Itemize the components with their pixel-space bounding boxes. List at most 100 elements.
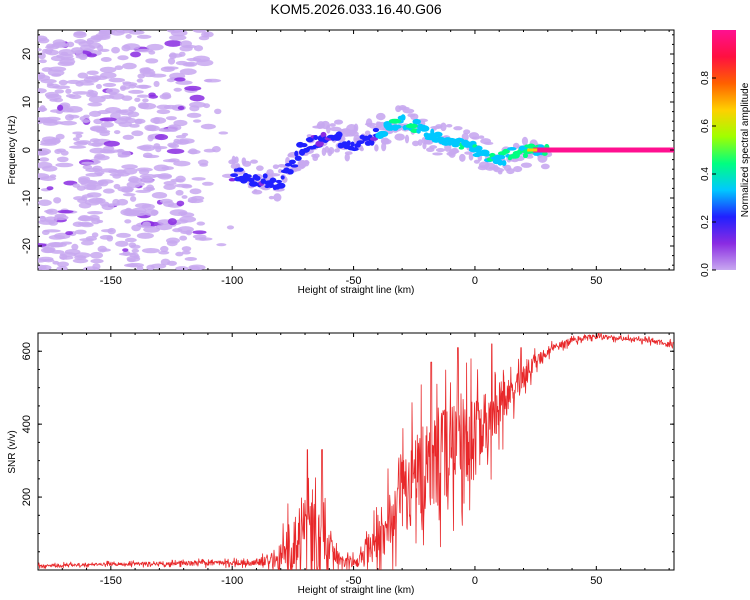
- noise-cell: [87, 211, 104, 215]
- noise-cell: [167, 57, 176, 65]
- noise-cell: [45, 208, 58, 215]
- noise-cell: [100, 121, 114, 128]
- noise-cell: [79, 238, 95, 242]
- noise-cell: [173, 87, 182, 92]
- noise-cell: [119, 85, 127, 92]
- signal-halo-cell: [432, 152, 443, 156]
- noise-cell: [189, 94, 205, 102]
- noise-cell: [184, 257, 198, 261]
- signal-cell: [243, 174, 252, 179]
- signal-halo-cell: [506, 168, 515, 175]
- noise-cell: [112, 173, 122, 179]
- noise-cell: [99, 117, 117, 122]
- noise-cell: [136, 232, 154, 239]
- signal-cell: [400, 114, 406, 121]
- signal-cell: [419, 125, 430, 132]
- signal-halo-cell: [521, 136, 529, 146]
- noise-cell: [78, 202, 92, 209]
- noise-cell: [146, 43, 164, 51]
- snr-ytick-label: 200: [21, 488, 33, 506]
- noise-cell: [38, 117, 52, 123]
- signal-halo-cell: [256, 165, 264, 171]
- signal-cell: [392, 124, 402, 129]
- noise-cell: [125, 34, 132, 39]
- noise-cell: [68, 114, 80, 119]
- noise-cell: [122, 62, 137, 70]
- noise-cell: [226, 225, 235, 230]
- noise-cell: [42, 246, 56, 253]
- noise-cell: [141, 247, 160, 254]
- spectrogram-xtick-label: 50: [590, 275, 602, 287]
- signal-cell: [284, 163, 293, 167]
- noise-cell: [74, 39, 87, 44]
- noise-cell: [170, 178, 185, 183]
- noise-cell: [103, 188, 115, 194]
- noise-cell: [77, 79, 93, 84]
- noise-cell: [192, 119, 202, 123]
- signal-halo-cell: [250, 159, 259, 164]
- noise-cell: [45, 45, 60, 50]
- noise-cell: [154, 134, 169, 141]
- colorbar-tick-label: 0.2: [700, 215, 711, 229]
- snr-xtick-label: -150: [100, 575, 122, 587]
- noise-cell: [138, 168, 150, 175]
- noise-cell: [39, 59, 47, 64]
- snr-axes: -150 -100 -50 0 50 200 400 600: [21, 332, 674, 587]
- noise-cell: [38, 258, 47, 263]
- noise-cell: [143, 154, 160, 159]
- noise-cell: [175, 80, 193, 85]
- noise-cell: [163, 180, 177, 186]
- noise-cell: [38, 88, 47, 94]
- signal-cell: [522, 152, 529, 159]
- noise-cell: [56, 265, 68, 270]
- signal-halo-cell: [251, 189, 263, 195]
- spectrogram-xtick-label: 0: [472, 275, 478, 287]
- signal-halo-cell: [344, 151, 353, 155]
- noise-cell: [122, 82, 138, 87]
- noise-cell: [168, 53, 183, 58]
- noise-cell: [143, 208, 159, 216]
- signal-halo-cell: [268, 195, 275, 200]
- signal-peak-cell: [493, 154, 506, 160]
- noise-cell: [52, 260, 60, 265]
- noise-cell: [81, 161, 95, 165]
- noise-cell: [48, 66, 67, 72]
- noise-cell: [38, 199, 52, 206]
- signal-cell: [254, 175, 261, 181]
- snr-ytick-label: 400: [21, 415, 33, 433]
- noise-cell: [147, 134, 154, 142]
- noise-cell: [130, 51, 142, 58]
- noise-cell: [38, 35, 48, 42]
- noise-cell: [126, 181, 141, 189]
- noise-cell: [199, 237, 207, 241]
- noise-cell: [102, 82, 117, 88]
- noise-cell: [151, 192, 168, 199]
- noise-cell: [126, 262, 145, 268]
- noise-cell: [199, 163, 209, 167]
- noise-cell: [108, 77, 126, 83]
- noise-cell: [79, 82, 95, 86]
- signal-halo-cell: [394, 133, 405, 141]
- noise-cell: [149, 73, 167, 78]
- noise-cell: [175, 60, 189, 66]
- signal-halo-cell: [272, 164, 279, 170]
- noise-cell: [191, 177, 206, 181]
- signal-cell: [300, 143, 308, 148]
- noise-cell: [125, 117, 137, 124]
- noise-cell: [156, 104, 171, 110]
- noise-cell: [65, 106, 83, 113]
- noise-cell: [128, 89, 144, 94]
- noise-cell: [93, 155, 110, 161]
- noise-cell: [89, 251, 104, 259]
- signal-halo-cell: [410, 113, 419, 121]
- signal-cell: [454, 137, 465, 143]
- spectrogram-ytick-label: 20: [21, 48, 33, 60]
- noise-cell: [38, 157, 50, 162]
- signal-halo-cell: [412, 140, 420, 147]
- noise-cell: [184, 85, 202, 91]
- noise-cell: [81, 119, 91, 123]
- signal-cell: [230, 173, 239, 178]
- signal-peak-cell: [388, 118, 401, 124]
- colorbar-ticks: 0.0 0.2 0.4 0.6 0.8: [700, 71, 716, 277]
- noise-cell: [122, 248, 129, 252]
